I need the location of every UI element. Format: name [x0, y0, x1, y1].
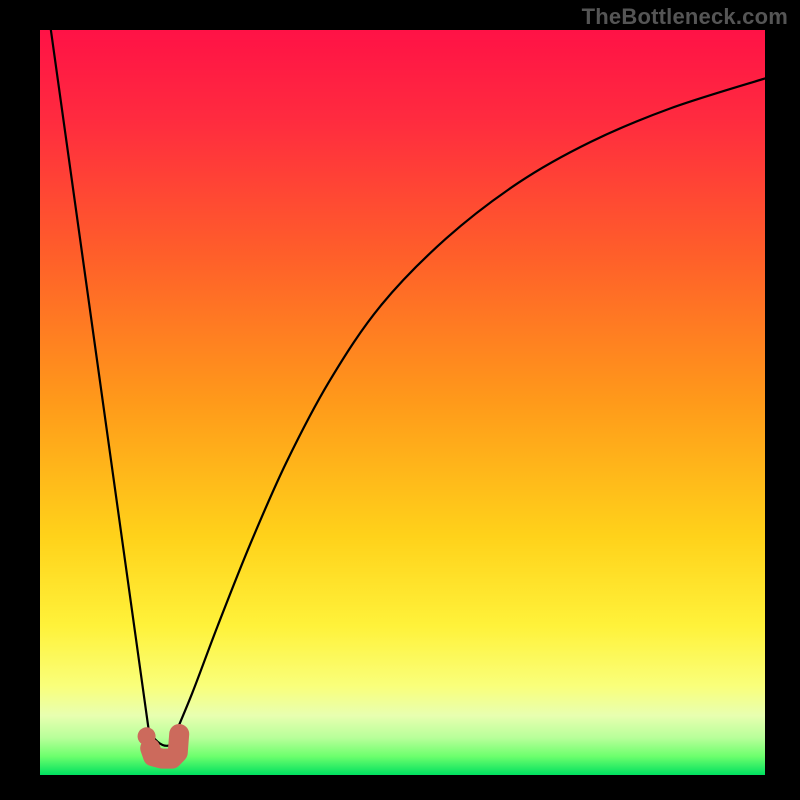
gradient-plot-area: [40, 30, 765, 775]
trough-marker-dot: [138, 727, 156, 745]
bottleneck-chart: [0, 0, 800, 800]
watermark-text: TheBottleneck.com: [582, 4, 788, 30]
chart-container: TheBottleneck.com: [0, 0, 800, 800]
